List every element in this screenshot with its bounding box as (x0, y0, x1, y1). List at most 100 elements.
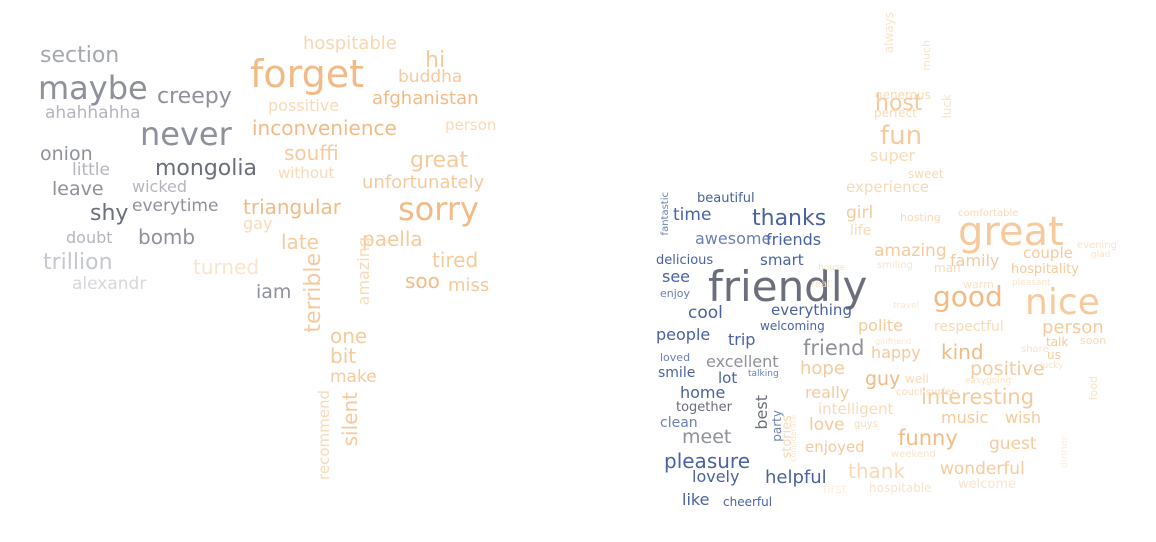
word: enjoy (660, 287, 691, 300)
word: welcoming (760, 319, 825, 333)
word: dinner (1059, 436, 1070, 469)
word: leave (52, 178, 104, 200)
word: host (875, 91, 923, 116)
word: never (140, 115, 232, 153)
word: respectful (934, 319, 1004, 335)
word: good (933, 280, 1003, 313)
word: possitive (268, 96, 340, 115)
word: glad (1091, 250, 1111, 260)
word: much (920, 40, 933, 71)
word: life (850, 223, 872, 239)
word: everything (771, 301, 852, 319)
word: couchsurfer (896, 387, 956, 398)
word: mongolia (155, 156, 257, 181)
word: hope (800, 358, 845, 379)
word: together (676, 400, 732, 415)
word: recommend (315, 390, 333, 480)
word: evening (1077, 240, 1118, 251)
word: section (40, 43, 120, 68)
word: talk (1046, 335, 1069, 349)
word: easygoing (965, 376, 1012, 386)
word: onion (40, 143, 93, 165)
word: buddha (398, 67, 463, 87)
word: great (410, 148, 469, 173)
word: guy (865, 368, 901, 390)
word: trip (728, 330, 756, 349)
word: interesting (921, 385, 1035, 409)
word: sorry (398, 190, 479, 228)
word: friendly (708, 262, 868, 311)
word: intelligent (818, 400, 894, 418)
word: great (958, 209, 1064, 255)
word: enjoyed (805, 438, 865, 456)
word: iam (256, 281, 292, 303)
word: souffi (284, 141, 339, 165)
word: warm (963, 278, 994, 291)
word: hospitable (869, 481, 932, 495)
word: polite (858, 316, 903, 335)
word: luck (940, 94, 954, 119)
word: thank (848, 459, 906, 483)
word: clean (660, 415, 698, 431)
word: comfortable (958, 208, 1019, 219)
word: talking (748, 369, 779, 379)
word: music (941, 408, 989, 427)
word: person (445, 116, 497, 134)
word: time (673, 205, 712, 225)
positive-word-cloud: friendly great nice good host fun thanks… (578, 0, 1156, 542)
word: soon (1080, 334, 1107, 347)
word: food (1087, 376, 1100, 401)
word: friends (766, 230, 822, 249)
word: late (281, 230, 319, 254)
word: lucky (1040, 361, 1064, 371)
word: bomb (138, 225, 196, 249)
word: well (905, 372, 929, 386)
word: couple (1023, 244, 1073, 262)
word: lot (718, 369, 738, 387)
word: pleasure (664, 449, 750, 473)
word: amazing (354, 237, 373, 306)
word: loved (660, 351, 691, 364)
word: everytime (132, 196, 219, 216)
word: pleasant (1012, 278, 1051, 288)
word: alexandr (72, 274, 147, 294)
word: delicious (656, 253, 714, 268)
word: tired (432, 248, 479, 272)
word: paella (362, 227, 423, 251)
word: share (1021, 344, 1049, 355)
word: first (823, 482, 847, 496)
word: maybe (38, 69, 148, 107)
word: welcome (958, 477, 1017, 492)
word: forget (250, 52, 364, 96)
word: positive (970, 358, 1045, 380)
word: soo (405, 269, 440, 293)
word: hospitality (1011, 262, 1079, 277)
word: beautiful (697, 191, 755, 206)
word: turned (193, 255, 260, 279)
word: sweet (908, 167, 944, 181)
word: lovely (692, 467, 740, 486)
word: meet (682, 426, 732, 448)
word: guys (854, 419, 878, 430)
word: house (818, 263, 846, 273)
word: love (809, 415, 845, 435)
word: wish (1005, 408, 1042, 427)
word: family (950, 251, 1000, 270)
word: excellent (706, 352, 779, 371)
word: weekend (891, 449, 936, 460)
word: kind (941, 340, 984, 364)
word: super (870, 146, 916, 165)
word: unfortunately (362, 172, 485, 193)
word: ahahhahha (45, 103, 141, 123)
word: thanks (752, 206, 827, 231)
word: terrible (301, 253, 326, 333)
word: bit (330, 344, 357, 368)
word: girl (846, 203, 874, 223)
word: us (1047, 348, 1061, 362)
word: make (330, 367, 377, 387)
word: helpful (765, 467, 827, 488)
word: cheerful (723, 495, 773, 509)
word: hosting (900, 211, 941, 224)
word: smiling (877, 260, 913, 271)
word: amazing (874, 241, 947, 261)
